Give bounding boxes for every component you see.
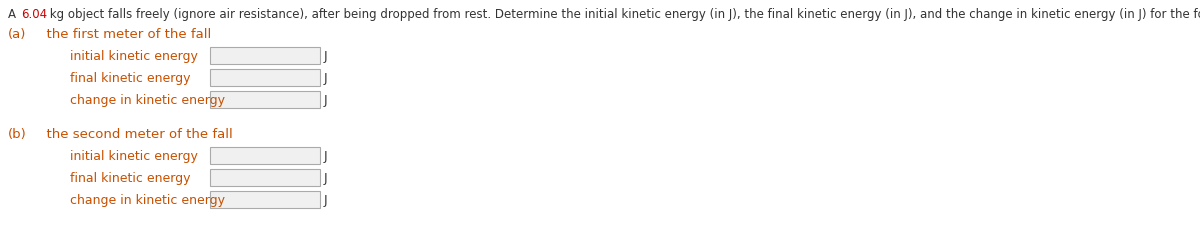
Text: change in kinetic energy: change in kinetic energy (70, 94, 226, 106)
FancyBboxPatch shape (210, 48, 320, 65)
Text: the first meter of the fall: the first meter of the fall (38, 28, 211, 41)
Text: initial kinetic energy: initial kinetic energy (70, 50, 198, 63)
Text: kg object falls freely (ignore air resistance), after being dropped from rest. D: kg object falls freely (ignore air resis… (46, 8, 1200, 21)
Text: initial kinetic energy: initial kinetic energy (70, 149, 198, 162)
Text: J: J (324, 193, 328, 206)
FancyBboxPatch shape (210, 147, 320, 164)
FancyBboxPatch shape (210, 92, 320, 109)
FancyBboxPatch shape (210, 191, 320, 208)
Text: (a): (a) (8, 28, 26, 41)
Text: the second meter of the fall: the second meter of the fall (38, 128, 233, 140)
Text: A: A (8, 8, 19, 21)
FancyBboxPatch shape (210, 70, 320, 87)
Text: (b): (b) (8, 128, 26, 140)
Text: 6.04: 6.04 (22, 8, 47, 21)
FancyBboxPatch shape (210, 169, 320, 186)
Text: J: J (324, 94, 328, 106)
Text: J: J (324, 50, 328, 63)
Text: J: J (324, 171, 328, 184)
Text: final kinetic energy: final kinetic energy (70, 72, 191, 85)
Text: change in kinetic energy: change in kinetic energy (70, 193, 226, 206)
Text: J: J (324, 72, 328, 85)
Text: final kinetic energy: final kinetic energy (70, 171, 191, 184)
Text: J: J (324, 149, 328, 162)
